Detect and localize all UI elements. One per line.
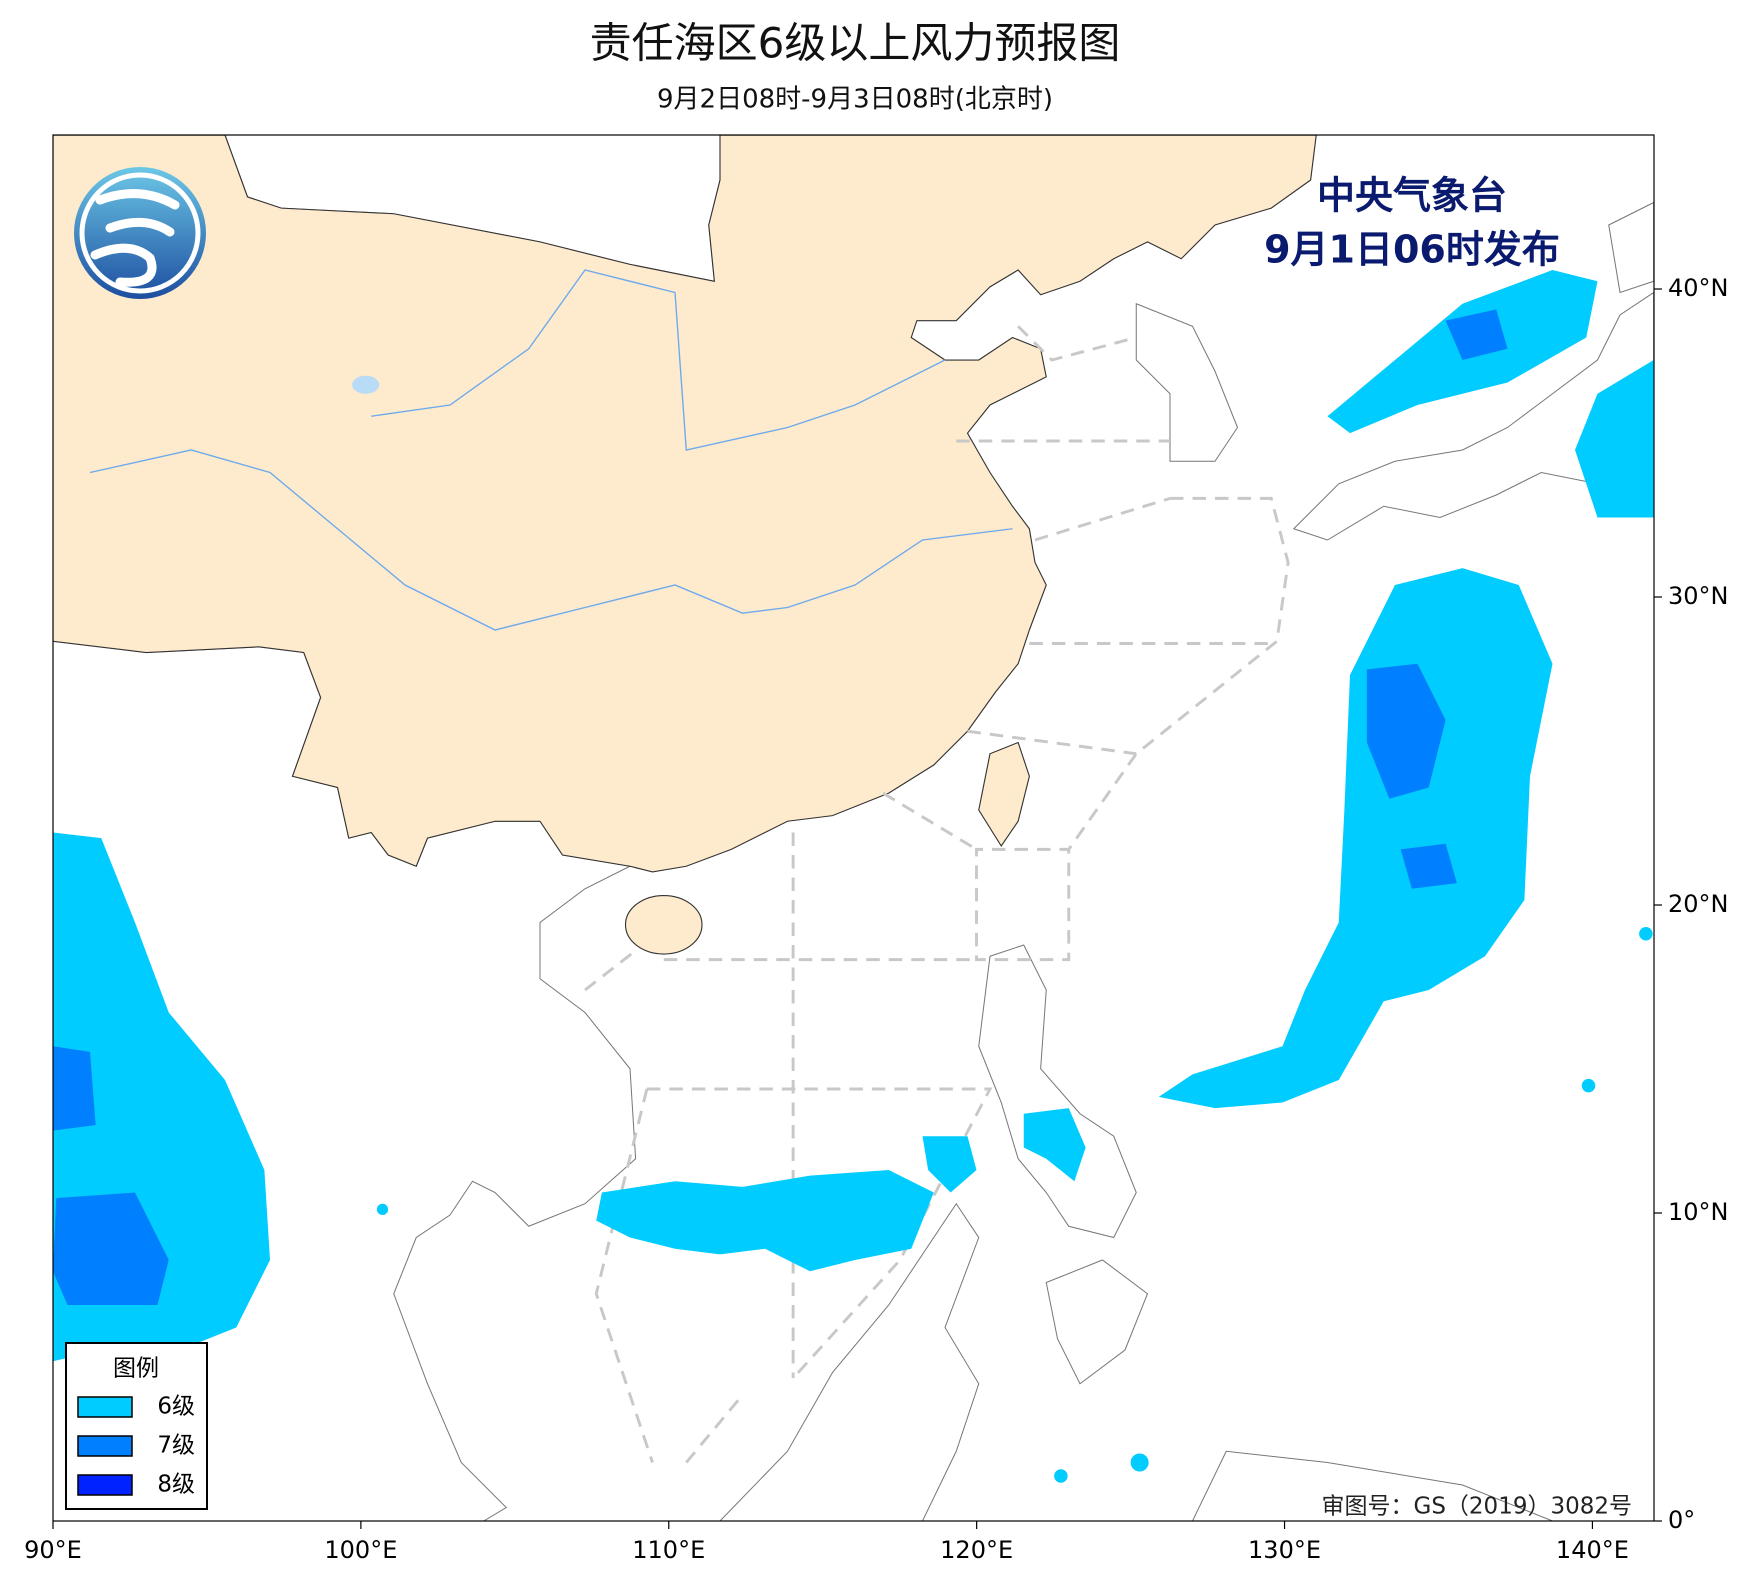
y-tick-label: 20°N [1668, 890, 1729, 918]
x-tick-label: 110°E [632, 1536, 705, 1564]
river [89, 449, 1013, 631]
approval-number: 审图号：GS（2019）3082号 [1322, 1494, 1633, 1520]
legend-title: 图例 [113, 1356, 159, 1382]
land [1608, 201, 1654, 294]
land [1135, 303, 1239, 462]
legend-swatch [77, 1435, 133, 1457]
legend-swatch [77, 1474, 133, 1496]
land [1045, 1259, 1149, 1385]
legend-label: 6级 [157, 1394, 195, 1420]
legend-label: 7级 [157, 1433, 195, 1459]
land [978, 944, 1137, 1239]
logo [74, 167, 206, 299]
x-tick-label: 100°E [324, 1536, 397, 1564]
map-frame [52, 134, 1655, 1522]
subtitle: 9月2日08时-9月3日08时(北京时) [657, 85, 1053, 115]
title: 责任海区6级以上风力预报图 [590, 19, 1121, 68]
y-tick-label: 0° [1668, 1506, 1695, 1534]
x-tick-label: 130°E [1248, 1536, 1321, 1564]
lake [352, 375, 380, 394]
issued-time: 9月1日06时发布 [1264, 228, 1560, 272]
hainan [624, 894, 703, 955]
legend: 图例 6级 7级 8级 [65, 1342, 208, 1510]
x-tick-label: 90°E [24, 1536, 82, 1564]
wind-level-7-area [53, 309, 1508, 1305]
map-body [53, 135, 1654, 1521]
land [1191, 1450, 1553, 1521]
river [371, 269, 946, 451]
y-tick-label: 30°N [1668, 582, 1729, 610]
issuer: 中央气象台 [1317, 174, 1507, 218]
x-tick-label: 120°E [940, 1536, 1013, 1564]
legend-swatch [77, 1396, 133, 1418]
china-land [53, 135, 1317, 873]
x-tick-label: 140°E [1556, 1536, 1629, 1564]
taiwan [978, 741, 1030, 848]
legend-label: 8级 [157, 1472, 195, 1498]
wind-level-6-area [53, 270, 1654, 1483]
land [719, 1202, 980, 1521]
y-tick-label: 40°N [1668, 274, 1729, 302]
y-tick-label: 10°N [1668, 1198, 1729, 1226]
